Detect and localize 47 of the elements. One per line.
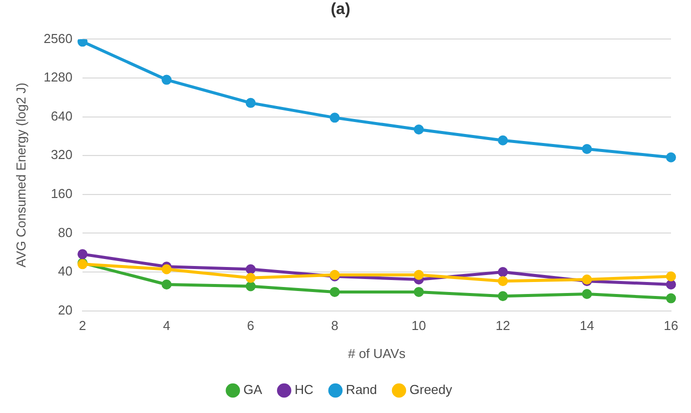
point bbox=[666, 279, 676, 290]
point bbox=[666, 271, 676, 282]
x-axis-title: # of UAVs bbox=[348, 346, 406, 361]
chart-title: (a) bbox=[330, 1, 350, 18]
point bbox=[162, 74, 172, 85]
legend-label: Greedy bbox=[410, 382, 453, 398]
point bbox=[78, 249, 88, 260]
point bbox=[666, 152, 676, 162]
y-tick-label: 640 bbox=[50, 108, 73, 124]
legend-label: Rand bbox=[346, 382, 378, 398]
point bbox=[498, 291, 508, 302]
point bbox=[162, 279, 172, 290]
point bbox=[246, 98, 256, 108]
y-tick-label: 320 bbox=[50, 147, 73, 162]
point bbox=[330, 286, 340, 297]
point bbox=[78, 39, 88, 47]
point bbox=[246, 281, 256, 292]
x-tick-label: 6 bbox=[247, 318, 254, 334]
y-tick-label: 40 bbox=[58, 264, 73, 279]
y-tick-label: 2560 bbox=[44, 30, 73, 46]
point bbox=[330, 112, 340, 123]
point bbox=[246, 264, 256, 274]
x-tick-label: 14 bbox=[580, 318, 594, 334]
x-tick-label: 8 bbox=[331, 318, 338, 334]
point bbox=[246, 272, 256, 283]
x-tick-label: 16 bbox=[664, 318, 678, 334]
point bbox=[498, 276, 508, 286]
point bbox=[498, 267, 508, 277]
point bbox=[582, 289, 592, 299]
x-tick-label: 2 bbox=[78, 318, 86, 334]
point bbox=[414, 124, 424, 135]
y-tick-label: 80 bbox=[58, 224, 73, 240]
point bbox=[162, 264, 172, 274]
y-tick-label: 1280 bbox=[44, 70, 73, 85]
y-tick-label: 20 bbox=[58, 302, 73, 318]
point bbox=[498, 135, 508, 146]
point bbox=[582, 144, 592, 154]
y-tick-label: 160 bbox=[50, 186, 73, 201]
legend-label: HC bbox=[294, 382, 314, 398]
y-axis-title: AVG Consumed Energy (log2 J) bbox=[13, 82, 28, 268]
x-tick-label: 10 bbox=[412, 318, 426, 334]
point bbox=[666, 293, 676, 304]
x-tick-label: 12 bbox=[496, 318, 510, 334]
point bbox=[414, 270, 424, 280]
point bbox=[414, 286, 424, 297]
x-tick-label: 4 bbox=[162, 318, 170, 334]
legend-label: GA bbox=[243, 382, 262, 398]
